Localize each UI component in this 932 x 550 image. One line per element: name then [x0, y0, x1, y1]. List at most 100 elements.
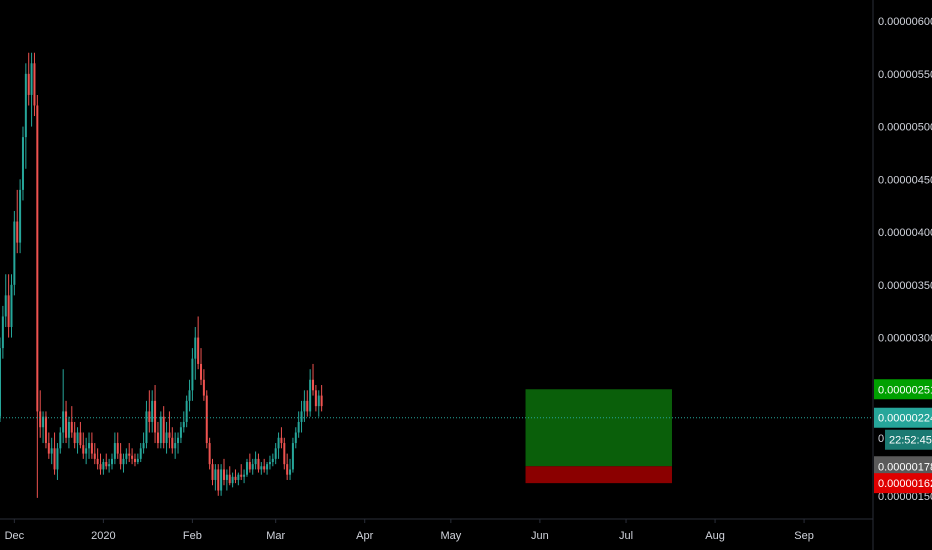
candle: [148, 390, 151, 433]
candle-body: [33, 63, 36, 106]
y-tick-label: 0.00000550: [878, 69, 932, 81]
target-price-label-text: 0.00000251: [878, 384, 932, 396]
candle: [309, 369, 312, 417]
candle: [154, 385, 157, 444]
candle: [168, 411, 171, 449]
candle-body: [303, 400, 306, 412]
candle: [274, 443, 277, 465]
candle-body: [82, 445, 85, 454]
candle-body: [245, 462, 248, 475]
x-tick-label: Apr: [356, 530, 373, 542]
candle: [133, 453, 136, 467]
candle: [222, 458, 225, 486]
candle: [297, 411, 300, 438]
time-axis[interactable]: Dec 2020 Feb Mar Apr May Jun Jul Aug Sep: [5, 519, 814, 542]
candle: [105, 453, 108, 470]
candle: [266, 462, 269, 475]
candle-body: [202, 379, 205, 396]
candle: [248, 453, 251, 473]
candle: [56, 443, 59, 480]
candle: [151, 390, 154, 433]
candle-body: [194, 337, 197, 359]
candle-body: [268, 462, 271, 465]
candle-body: [110, 458, 114, 465]
candle-body: [309, 379, 312, 412]
candle: [162, 406, 165, 449]
candle-body: [7, 295, 10, 328]
candle: [59, 427, 62, 454]
candle-body: [53, 448, 56, 470]
candle-body: [59, 432, 62, 449]
candle-body: [320, 395, 323, 407]
candle-body: [56, 448, 59, 470]
candle-body: [47, 443, 50, 454]
price-axis-labels: 0.00000150 0. 0.00000251 0.00000224 22:52:45…: [874, 379, 932, 503]
candle: [177, 432, 180, 454]
candle-body: [131, 455, 134, 459]
candle: [19, 179, 22, 254]
candle: [289, 458, 292, 480]
candle: [131, 448, 134, 465]
candle: [65, 400, 68, 444]
plot-area[interactable]: [0, 52, 873, 498]
candle-body: [306, 400, 309, 412]
candle: [62, 369, 65, 444]
candle-body: [145, 411, 148, 444]
candle-body: [314, 390, 317, 407]
candle: [53, 432, 56, 475]
candle-body: [248, 462, 251, 470]
candle: [122, 453, 125, 473]
candle: [24, 63, 27, 169]
candle: [300, 400, 303, 433]
candle: [268, 455, 271, 470]
candle-body: [13, 221, 16, 285]
candle-body: [260, 466, 263, 470]
candle-body: [39, 411, 42, 428]
candle-body: [222, 469, 225, 480]
candle-body: [182, 421, 185, 428]
candle: [102, 458, 105, 475]
candle-body: [214, 469, 217, 480]
candle-body: [171, 437, 174, 449]
candle-body: [168, 432, 171, 438]
candle: [50, 437, 53, 465]
candle: [85, 437, 88, 465]
current-price-label-bg: [874, 407, 932, 428]
candle: [306, 390, 309, 417]
x-tick-label: Sep: [794, 530, 814, 542]
candle-body: [44, 416, 47, 444]
candle-body: [266, 464, 269, 470]
candle: [116, 432, 119, 459]
candle: [174, 432, 177, 459]
price-axis[interactable]: 0.00000600 0.00000550 0.00000500 0.00000450…: [878, 16, 932, 344]
candle: [139, 443, 142, 463]
candle-body: [312, 379, 315, 391]
candle: [128, 443, 131, 463]
candle: [110, 453, 114, 470]
x-tick-label: 2020: [91, 530, 115, 542]
candle: [73, 421, 76, 449]
stop-zone[interactable]: [525, 466, 672, 484]
x-tick-label: Mar: [266, 530, 285, 542]
candle-body: [220, 469, 223, 491]
candle: [27, 52, 30, 106]
candle-body: [125, 453, 128, 459]
candle-body: [113, 443, 116, 459]
candle: [171, 427, 174, 454]
candle-body: [211, 464, 214, 480]
candle: [90, 432, 93, 459]
candle: [208, 437, 211, 470]
candle: [47, 432, 50, 459]
target-zone[interactable]: [525, 389, 672, 467]
candle-body: [283, 443, 286, 465]
candle: [234, 469, 237, 484]
y-tick-label: 0.00000300: [878, 333, 932, 345]
candle-body: [148, 411, 151, 422]
candle-body: [133, 458, 136, 463]
candle: [194, 327, 197, 380]
candle-body: [154, 400, 157, 433]
candle-body: [237, 474, 240, 480]
candle: [88, 432, 91, 459]
candle: [1, 305, 4, 359]
